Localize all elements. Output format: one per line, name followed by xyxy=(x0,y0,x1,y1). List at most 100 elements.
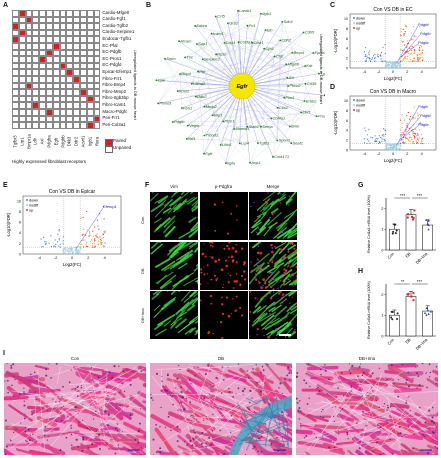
pdgfra-signal xyxy=(206,282,209,284)
heatmap-cell xyxy=(25,115,33,123)
category-label: DB+Ima xyxy=(415,251,429,265)
up-point xyxy=(99,236,101,238)
pdgfra-signal xyxy=(295,274,297,277)
heatmap-cell xyxy=(86,82,94,90)
heatmap-cell xyxy=(59,109,67,116)
nucleus xyxy=(55,401,57,403)
nucleus xyxy=(256,381,258,384)
down-point xyxy=(368,128,370,131)
nucleus xyxy=(208,436,211,439)
network-edge xyxy=(257,32,304,144)
muscle-fiber xyxy=(16,448,42,455)
nucleus xyxy=(70,433,73,436)
data-point xyxy=(425,313,428,316)
nucleus xyxy=(320,373,322,376)
nodiff-point xyxy=(395,143,397,145)
y-tick-label: 4 xyxy=(19,231,21,235)
heatmap-cell xyxy=(32,115,40,123)
nucleus xyxy=(4,453,7,455)
nucleus xyxy=(241,389,245,393)
down-point xyxy=(62,236,65,238)
tissue-gap xyxy=(34,399,37,425)
down-point xyxy=(380,51,383,54)
col-label: Rora xyxy=(94,136,100,146)
heatmap-cell xyxy=(86,76,94,83)
pdgfra-signal xyxy=(249,311,252,313)
pdgfra-signal xyxy=(273,245,276,248)
gene-label: Cks1 xyxy=(279,105,288,110)
up-point xyxy=(405,25,407,27)
nodiff-point xyxy=(67,248,69,251)
pdgfra-signal xyxy=(294,329,296,331)
pdgfra-signal xyxy=(227,241,230,244)
vim-fiber xyxy=(189,291,197,298)
up-point xyxy=(409,60,411,63)
egfr-hub-node xyxy=(228,72,256,100)
heatmap-cell xyxy=(12,115,19,123)
nucleus xyxy=(340,371,343,374)
vim-fiber xyxy=(288,270,297,278)
tissue-gap xyxy=(181,402,202,417)
nucleus xyxy=(288,414,290,416)
nucleus xyxy=(76,395,79,398)
network-node xyxy=(249,161,251,164)
side-label: Unregulated ligands in DB mouse heart xyxy=(133,50,138,120)
muscle-fiber xyxy=(286,367,292,375)
heatmap-cell xyxy=(39,10,46,17)
heatmap-cell xyxy=(46,89,53,96)
down-point xyxy=(383,128,385,130)
gene-label: Itgb1 xyxy=(262,11,271,16)
gene-label: Gja1 xyxy=(265,46,273,51)
network-node xyxy=(184,56,187,59)
muscle-fiber xyxy=(252,371,266,378)
up-point xyxy=(88,233,91,235)
muscle-fiber xyxy=(297,410,317,422)
heatmap-cell xyxy=(32,109,40,116)
network-edge xyxy=(164,58,240,144)
scale-bar xyxy=(279,334,291,336)
up-point xyxy=(415,142,418,145)
paired-cell xyxy=(12,36,19,43)
gene-label: Tnc xyxy=(186,55,193,60)
pdgfra-signal xyxy=(230,312,232,315)
nucleus xyxy=(20,422,22,424)
pdgfra-signal xyxy=(279,279,282,282)
nucleus xyxy=(296,376,298,378)
nodiff-point xyxy=(387,65,389,67)
col-label: Axl xyxy=(39,138,45,145)
pdgfra-signal xyxy=(255,272,257,275)
up-point xyxy=(409,115,412,118)
vim-fiber xyxy=(270,207,279,215)
nucleus xyxy=(24,430,27,433)
up-point xyxy=(102,245,104,247)
data-point xyxy=(390,316,393,319)
muscle-fiber xyxy=(124,367,139,375)
nucleus xyxy=(77,421,80,424)
heatmap-cell xyxy=(73,89,80,96)
vim-fiber xyxy=(193,246,198,253)
panel-h-label: H xyxy=(358,268,364,275)
heatmap-cell xyxy=(52,49,60,57)
tissue-gap xyxy=(33,372,123,433)
down-point xyxy=(384,133,387,135)
network-edge xyxy=(277,40,281,141)
paired-cell xyxy=(52,43,60,50)
network-edge xyxy=(202,13,262,60)
nucleus xyxy=(431,416,434,419)
histology-tile xyxy=(150,363,292,455)
nodiff-point xyxy=(64,246,66,248)
nucleus xyxy=(376,400,378,402)
nucleus xyxy=(431,420,434,423)
heatmap-cell xyxy=(80,102,87,109)
down-point xyxy=(42,236,45,238)
nucleus xyxy=(404,451,406,453)
nodiff-point xyxy=(63,247,66,249)
pdgfra-signal xyxy=(280,247,283,251)
up-point xyxy=(413,135,415,137)
nucleus xyxy=(426,372,428,374)
vim-fiber xyxy=(190,221,198,232)
nucleus xyxy=(203,419,205,421)
heatmap-cell xyxy=(66,95,74,103)
muscle-fiber xyxy=(370,446,388,455)
network-edge xyxy=(277,21,283,141)
